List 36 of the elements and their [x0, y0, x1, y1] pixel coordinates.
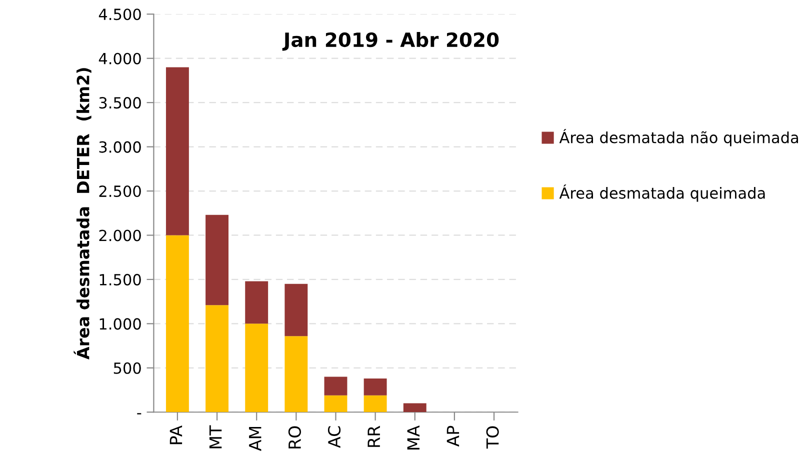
x-tick-label: RR — [368, 426, 380, 447]
x-tick-label: MA — [407, 425, 420, 450]
bar — [245, 324, 268, 412]
bar — [324, 395, 348, 412]
bar — [403, 403, 426, 412]
y-tick-label: 2.000 — [99, 230, 141, 242]
bar — [364, 395, 387, 412]
y-tick-label: 1.500 — [100, 274, 141, 286]
legend-label: Área desmatada queimada — [559, 184, 765, 202]
x-tick-label: AM — [249, 426, 262, 451]
y-tick-label: 2.500 — [99, 185, 141, 198]
x-tick-label: MT — [209, 425, 222, 448]
bar — [284, 284, 308, 336]
x-tick-label: RO — [288, 426, 301, 448]
bar — [166, 235, 189, 412]
y-tick-label: 500 — [114, 362, 141, 374]
bar — [206, 214, 228, 306]
bar — [364, 378, 387, 396]
y-tick-label: 4.500 — [98, 8, 141, 20]
x-tick-label: TO — [486, 426, 499, 449]
y-tick-label: 3.500 — [99, 97, 141, 109]
legend-label: Área desmatada não queimada — [559, 128, 798, 146]
text: Jan 2019 - Abr 2020 — [282, 32, 499, 51]
bar — [166, 67, 189, 236]
y-tick-label: - — [137, 413, 142, 414]
x-tick-label: AP — [446, 426, 460, 447]
bar — [206, 305, 228, 412]
x-tick-label: PA — [170, 425, 182, 444]
y-axis-title: Área desmatada DETER (km2) — [74, 68, 92, 360]
bar — [324, 376, 348, 396]
y-tick-label: 4.000 — [98, 52, 141, 64]
x-tick-label: AC — [328, 426, 341, 448]
y-tick-label: 3.000 — [99, 141, 141, 153]
y-tick-label: 1.000 — [100, 318, 141, 330]
bar — [245, 281, 268, 324]
bar — [284, 336, 308, 412]
